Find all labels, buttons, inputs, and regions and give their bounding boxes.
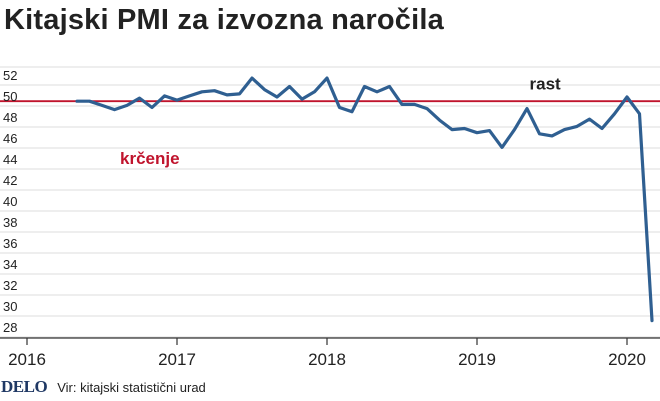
x-tick-label: 2018 [308, 350, 346, 369]
x-tick-label: 2020 [608, 350, 646, 369]
y-tick-label: 50 [3, 89, 17, 104]
source-note: Vir: kitajski statistični urad [57, 380, 206, 395]
y-tick-label: 34 [3, 257, 17, 272]
axis-layer: 28 30 32 34 36 38 40 42 44 46 48 50 52 2016 2017 2018 20… [0, 68, 660, 369]
grid-layer [0, 66, 660, 338]
y-tick-label: 46 [3, 131, 17, 146]
y-tick-label: 52 [3, 68, 17, 83]
label-layer: rast krčenje [120, 74, 561, 168]
x-tick-label: 2017 [158, 350, 196, 369]
series-line [75, 76, 654, 323]
footer: DELO Vir: kitajski statistični urad [0, 377, 206, 397]
y-tick-label: 30 [3, 299, 17, 314]
series-layer [75, 76, 654, 323]
y-tick-label: 42 [3, 173, 17, 188]
y-tick-label: 32 [3, 278, 17, 293]
y-tick-label: 48 [3, 110, 17, 125]
y-tick-label: 44 [3, 152, 17, 167]
annotation-growth: rast [530, 74, 562, 93]
chart-title: Kitajski PMI za izvozna naročila [4, 4, 444, 36]
y-tick-label: 36 [3, 236, 17, 251]
y-tick-label: 38 [3, 215, 17, 230]
annotation-contraction: krčenje [120, 149, 180, 168]
x-tick-label: 2016 [8, 350, 46, 369]
y-tick-label: 28 [3, 320, 17, 335]
x-tick-label: 2019 [458, 350, 496, 369]
publisher-logo: DELO [1, 377, 48, 396]
y-tick-label: 40 [3, 194, 17, 209]
